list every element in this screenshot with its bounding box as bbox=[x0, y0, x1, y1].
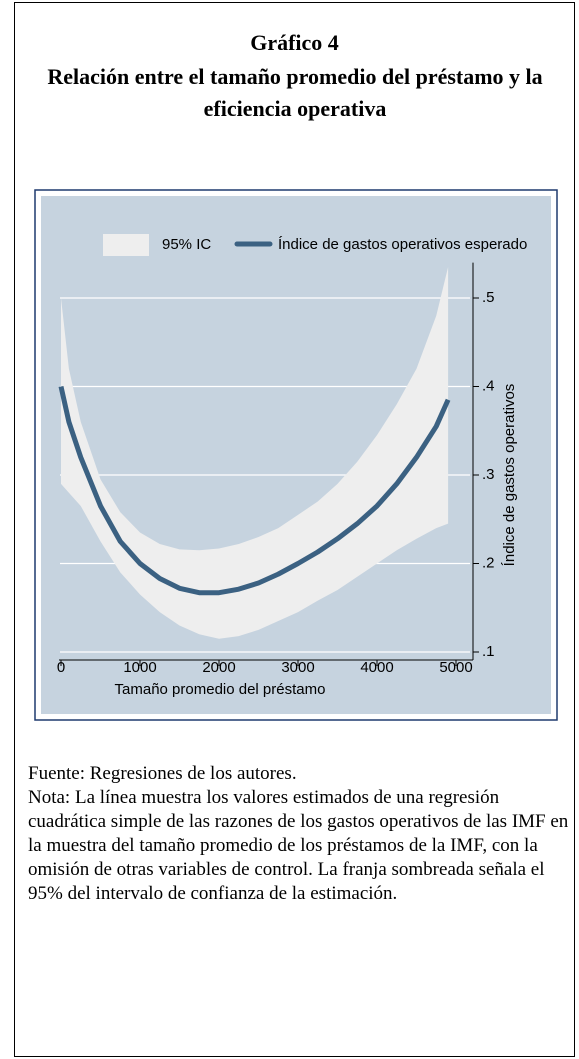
x-tick-label: 1000 bbox=[123, 659, 156, 676]
confidence-band bbox=[61, 267, 449, 639]
y-tick-label: .4 bbox=[482, 377, 495, 394]
data-line bbox=[58, 385, 451, 596]
x-tick-label: 0 bbox=[57, 659, 65, 676]
source-note: Fuente: Regresiones de los autores. bbox=[28, 763, 297, 784]
x-tick-label: 5000 bbox=[439, 659, 472, 676]
plot-background bbox=[41, 196, 551, 714]
x-tick-label: 4000 bbox=[360, 659, 393, 676]
footnote: Nota: La línea muestra los valores estim… bbox=[28, 787, 569, 904]
frame bbox=[14, 2, 575, 1057]
x-axis-title: Tamaño promedio del préstamo bbox=[115, 681, 326, 698]
legend-label: Índice de gastos operativos esperado bbox=[278, 236, 528, 253]
legend-label: 95% IC bbox=[162, 236, 211, 253]
legend-swatch bbox=[103, 234, 149, 256]
chart-title: Relación entre el tamaño promedio del pr… bbox=[47, 64, 543, 121]
y-tick-label: .3 bbox=[482, 466, 495, 483]
y-axis-title: Índice de gastos operativos bbox=[501, 384, 518, 567]
x-tick-label: 2000 bbox=[202, 659, 235, 676]
chart-label: Gráfico 4 bbox=[250, 30, 339, 55]
x-tick-label: 3000 bbox=[281, 659, 314, 676]
y-tick-label: .2 bbox=[482, 554, 495, 571]
y-tick-label: .1 bbox=[482, 643, 495, 660]
y-tick-label: .5 bbox=[482, 289, 495, 306]
